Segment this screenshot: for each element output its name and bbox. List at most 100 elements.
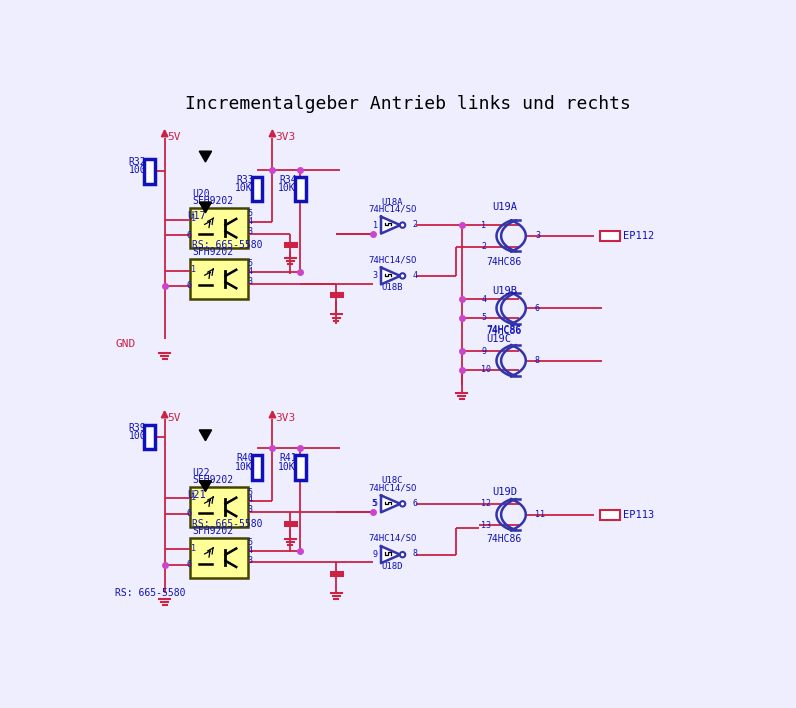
Bar: [252, 455, 263, 480]
Text: 9: 9: [481, 347, 486, 356]
Polygon shape: [199, 202, 212, 213]
Bar: [144, 425, 154, 449]
Text: 10: 10: [481, 365, 491, 375]
Text: 4: 4: [248, 546, 253, 554]
Text: 3: 3: [248, 227, 253, 236]
Polygon shape: [381, 268, 400, 285]
Text: Incrementalgeber Antrieb links und rechts: Incrementalgeber Antrieb links und recht…: [185, 95, 631, 113]
Text: U19C: U19C: [486, 334, 512, 344]
Text: R40: R40: [236, 453, 254, 464]
Text: 1: 1: [373, 221, 377, 229]
Circle shape: [400, 501, 405, 506]
Polygon shape: [199, 481, 212, 491]
Text: RS: 665-5580: RS: 665-5580: [192, 240, 263, 250]
Text: 5: 5: [372, 499, 377, 508]
Text: R32: R32: [128, 157, 146, 167]
Text: U18C: U18C: [382, 476, 404, 485]
Text: 74HC86: 74HC86: [486, 535, 521, 544]
Text: 10K: 10K: [278, 462, 295, 472]
Text: 5V: 5V: [168, 132, 181, 142]
Text: 1: 1: [191, 215, 196, 224]
Text: 6: 6: [186, 560, 191, 569]
Text: 10K: 10K: [278, 183, 295, 193]
Bar: [190, 208, 248, 249]
Text: 1: 1: [191, 544, 196, 553]
Bar: [144, 159, 154, 183]
Text: 12: 12: [481, 499, 491, 508]
Text: 3: 3: [248, 506, 253, 515]
Bar: [295, 176, 306, 201]
Text: 2: 2: [481, 242, 486, 251]
Text: 100: 100: [128, 166, 146, 176]
Text: 11: 11: [535, 510, 545, 519]
Text: 5: 5: [248, 259, 253, 268]
Text: R33: R33: [236, 175, 254, 185]
Bar: [599, 510, 620, 520]
Text: U18D: U18D: [382, 561, 404, 571]
Text: 1: 1: [481, 221, 486, 229]
Text: 3V3: 3V3: [275, 413, 296, 423]
Text: 100: 100: [128, 431, 146, 441]
Text: R39: R39: [128, 423, 146, 433]
Text: 2: 2: [412, 219, 418, 229]
Text: RS: 665-5580: RS: 665-5580: [115, 588, 185, 598]
Bar: [295, 455, 306, 480]
Text: U22: U22: [192, 468, 209, 478]
Text: U19D: U19D: [493, 486, 517, 496]
Text: R41: R41: [279, 453, 297, 464]
Text: 6: 6: [535, 304, 540, 313]
Text: 4: 4: [481, 295, 486, 304]
Text: 4: 4: [248, 267, 253, 276]
Text: 5: 5: [248, 538, 253, 547]
Text: 5: 5: [481, 313, 486, 322]
Text: 5: 5: [248, 209, 253, 218]
Text: 3: 3: [373, 271, 377, 280]
Text: U21: U21: [188, 490, 206, 500]
Text: 1: 1: [191, 493, 196, 502]
Text: 6: 6: [412, 498, 418, 508]
Text: RS: 665-5580: RS: 665-5580: [192, 519, 263, 529]
Polygon shape: [381, 496, 400, 513]
Bar: [190, 537, 248, 578]
Text: 8: 8: [412, 549, 418, 559]
Text: 4: 4: [412, 270, 418, 280]
Text: 5: 5: [373, 499, 377, 508]
Polygon shape: [381, 217, 400, 234]
Polygon shape: [381, 546, 400, 563]
Polygon shape: [199, 430, 212, 440]
Text: U18B: U18B: [382, 283, 404, 292]
Text: 9: 9: [373, 550, 377, 559]
Text: SFH9202: SFH9202: [192, 526, 233, 536]
Text: U20: U20: [192, 189, 209, 199]
Text: 10K: 10K: [235, 462, 252, 472]
Text: 74HC86: 74HC86: [486, 326, 521, 336]
Text: EP112: EP112: [622, 231, 654, 241]
Text: U19B: U19B: [493, 286, 517, 297]
Bar: [599, 231, 620, 241]
Text: 10K: 10K: [235, 183, 252, 193]
Bar: [252, 176, 263, 201]
Text: 3: 3: [248, 556, 253, 564]
Bar: [190, 259, 248, 299]
Text: 74HC14/SO: 74HC14/SO: [369, 483, 417, 492]
Text: EP113: EP113: [622, 510, 654, 520]
Text: 4: 4: [248, 496, 253, 505]
Text: 6: 6: [186, 231, 191, 239]
Text: 74HC86: 74HC86: [486, 325, 521, 335]
Text: 3: 3: [535, 232, 540, 241]
Text: 4: 4: [248, 217, 253, 226]
Text: 3V3: 3V3: [275, 132, 296, 142]
Text: SFH9202: SFH9202: [192, 475, 233, 485]
Text: SFH9202: SFH9202: [192, 247, 233, 257]
Polygon shape: [199, 152, 212, 162]
Text: 3: 3: [248, 277, 253, 286]
Text: 74HC14/SO: 74HC14/SO: [369, 534, 417, 543]
Text: U18A: U18A: [382, 198, 404, 207]
Text: GND: GND: [115, 339, 135, 350]
Text: 74HC14/SO: 74HC14/SO: [369, 256, 417, 264]
Text: 5V: 5V: [168, 413, 181, 423]
Text: 74HC14/SO: 74HC14/SO: [369, 205, 417, 213]
Circle shape: [400, 222, 405, 228]
Text: SFH9202: SFH9202: [192, 196, 233, 206]
Text: R34: R34: [279, 175, 297, 185]
